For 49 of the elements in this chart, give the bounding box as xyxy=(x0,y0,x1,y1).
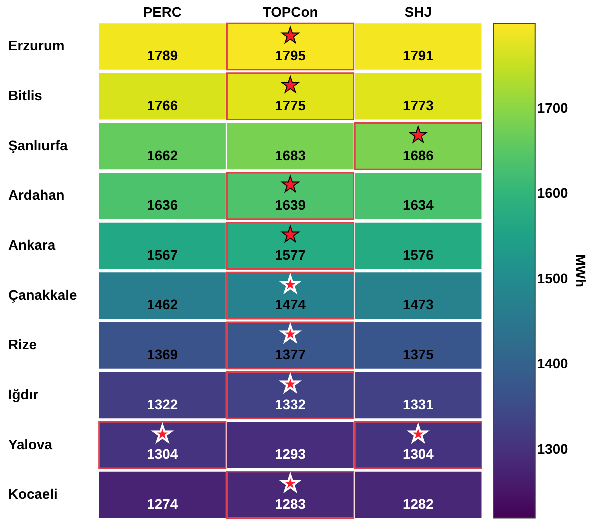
data-label: 1773 xyxy=(402,97,434,114)
data-label: 1274 xyxy=(147,496,178,512)
text: ★ 1639 xyxy=(275,173,306,214)
color-bar-label: 1700 xyxy=(537,100,569,116)
data-label: 1282 xyxy=(402,496,434,512)
y-tick-label: Iğdır xyxy=(8,386,40,402)
y-tick-label: Çanakkale xyxy=(8,286,78,303)
data-label: 1331 xyxy=(402,396,434,412)
data-label: 1683 xyxy=(275,147,306,164)
data-label: 1375 xyxy=(402,346,434,363)
x-tick-label: TOPCon xyxy=(262,4,318,20)
y-tick-label: Yalova xyxy=(8,436,53,452)
text: ★ 1686 xyxy=(402,123,434,164)
x-tick-label: PERC xyxy=(143,4,182,20)
data-label: 1576 xyxy=(402,246,434,263)
x-tick-label: SHJ xyxy=(404,4,432,20)
y-tick-label: Rize xyxy=(8,336,38,353)
text: ★ 1283 xyxy=(275,472,306,512)
data-label: 1789 xyxy=(147,48,178,64)
y-tick-label: Kocaeli xyxy=(8,486,58,502)
data-label: 1791 xyxy=(402,48,434,64)
data-label: 1662 xyxy=(147,147,178,164)
color-bar-label: 1400 xyxy=(537,356,569,372)
text: ★ 1474 xyxy=(275,272,306,313)
text: ★ 1304 xyxy=(147,422,178,462)
data-label: 1322 xyxy=(147,396,178,412)
text: ★ 1795 xyxy=(275,24,306,64)
text: ★ 1332 xyxy=(275,372,306,412)
y-tick-label: Erzurum xyxy=(8,38,65,54)
data-label: 1634 xyxy=(402,197,434,214)
data-label: 1462 xyxy=(147,296,178,313)
color-bar-label: 1500 xyxy=(537,270,569,286)
y-tick-label: Ankara xyxy=(8,237,56,253)
color-bar-label: 1300 xyxy=(537,441,569,458)
y-tick-label: Şanlıurfa xyxy=(8,137,68,154)
y-tick-label: Bitlis xyxy=(8,88,43,104)
color-bar-label: 1600 xyxy=(537,185,569,202)
text: ★ 1775 xyxy=(275,74,306,114)
data-label: 1567 xyxy=(147,246,178,263)
data-label: 1369 xyxy=(147,346,178,363)
y-tick-label: Ardahan xyxy=(8,187,65,204)
data-label: 1293 xyxy=(275,446,306,462)
data-label: 1636 xyxy=(147,197,178,214)
data-label: 1473 xyxy=(402,296,434,313)
color-bar-title: MWh xyxy=(573,254,590,288)
text: ★ 1304 xyxy=(402,422,434,462)
text: ★ 1377 xyxy=(275,322,306,363)
data-label: 1766 xyxy=(147,97,178,114)
text: ★ 1577 xyxy=(275,223,306,263)
